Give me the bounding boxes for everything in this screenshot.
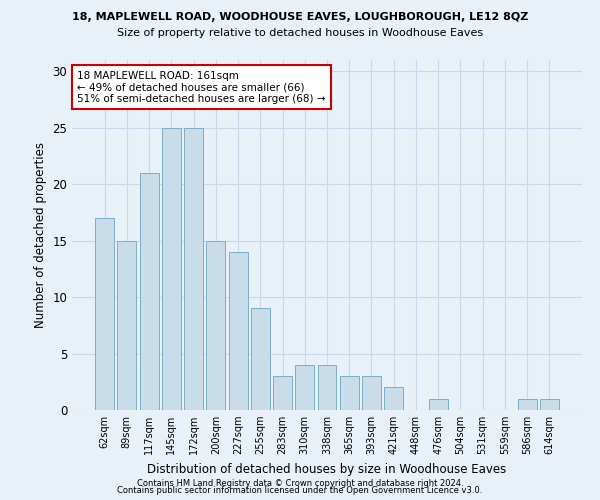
Text: Contains public sector information licensed under the Open Government Licence v3: Contains public sector information licen… [118, 486, 482, 495]
Bar [162, 128, 181, 410]
Bar [95, 218, 114, 410]
Bar [118, 240, 136, 410]
Bar [429, 398, 448, 410]
Bar [540, 398, 559, 410]
Bar [184, 128, 203, 410]
Bar [384, 388, 403, 410]
Bar [251, 308, 270, 410]
Bar [340, 376, 359, 410]
Bar [229, 252, 248, 410]
Bar [273, 376, 292, 410]
Text: 18, MAPLEWELL ROAD, WOODHOUSE EAVES, LOUGHBOROUGH, LE12 8QZ: 18, MAPLEWELL ROAD, WOODHOUSE EAVES, LOU… [72, 12, 528, 22]
Bar [518, 398, 536, 410]
Y-axis label: Number of detached properties: Number of detached properties [34, 142, 47, 328]
Text: Size of property relative to detached houses in Woodhouse Eaves: Size of property relative to detached ho… [117, 28, 483, 38]
Bar [362, 376, 381, 410]
Bar [317, 365, 337, 410]
Text: Contains HM Land Registry data © Crown copyright and database right 2024.: Contains HM Land Registry data © Crown c… [137, 478, 463, 488]
Bar [295, 365, 314, 410]
Bar [140, 173, 158, 410]
Bar [206, 240, 225, 410]
Text: 18 MAPLEWELL ROAD: 161sqm
← 49% of detached houses are smaller (66)
51% of semi-: 18 MAPLEWELL ROAD: 161sqm ← 49% of detac… [77, 70, 326, 104]
X-axis label: Distribution of detached houses by size in Woodhouse Eaves: Distribution of detached houses by size … [148, 462, 506, 475]
